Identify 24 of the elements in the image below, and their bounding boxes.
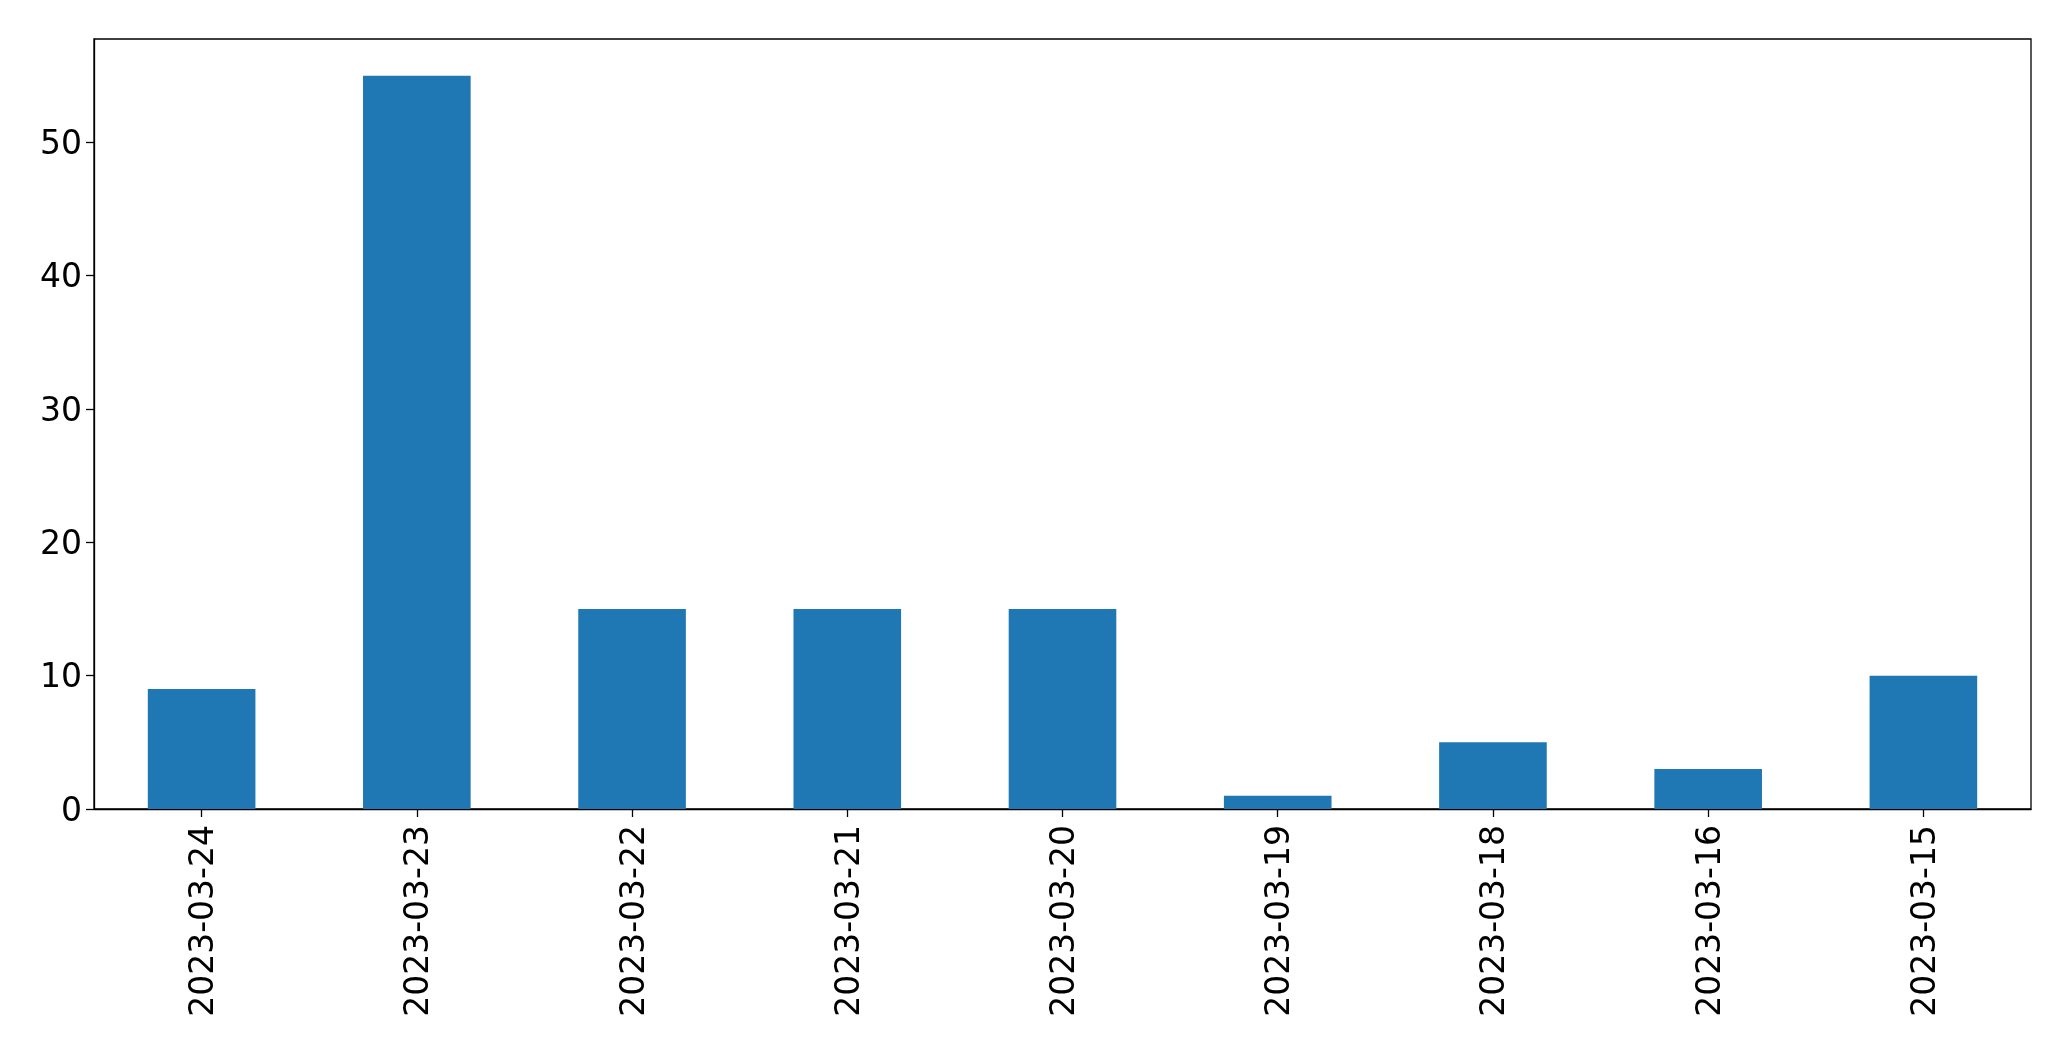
y-tick-label: 20 — [40, 522, 82, 562]
y-tick-label: 30 — [40, 389, 82, 429]
x-tick-label: 2023-03-24 — [182, 825, 222, 1017]
x-tick-label: 2023-03-19 — [1258, 825, 1298, 1017]
x-tick-label: 2023-03-15 — [1903, 825, 1943, 1017]
bar — [1008, 609, 1117, 809]
x-tick-label: 2023-03-21 — [827, 825, 867, 1017]
y-tick-label: 40 — [40, 256, 82, 296]
x-tick-label: 2023-03-23 — [397, 825, 437, 1017]
bar — [147, 689, 256, 809]
y-tick-label: 10 — [40, 656, 82, 696]
x-tick-label: 2023-03-18 — [1473, 825, 1513, 1017]
bar — [578, 609, 686, 809]
bar — [1223, 795, 1332, 809]
bar — [1439, 742, 1547, 809]
x-tick-label: 2023-03-20 — [1043, 825, 1082, 1017]
bar — [1654, 769, 1762, 809]
bar — [793, 609, 902, 809]
bar — [363, 75, 471, 809]
y-tick-label: 50 — [40, 122, 82, 162]
y-tick-label: 0 — [61, 789, 82, 829]
x-tick-label: 2023-03-22 — [612, 825, 652, 1017]
x-tick-label: 2023-03-16 — [1688, 825, 1728, 1017]
bar — [1869, 675, 1978, 809]
